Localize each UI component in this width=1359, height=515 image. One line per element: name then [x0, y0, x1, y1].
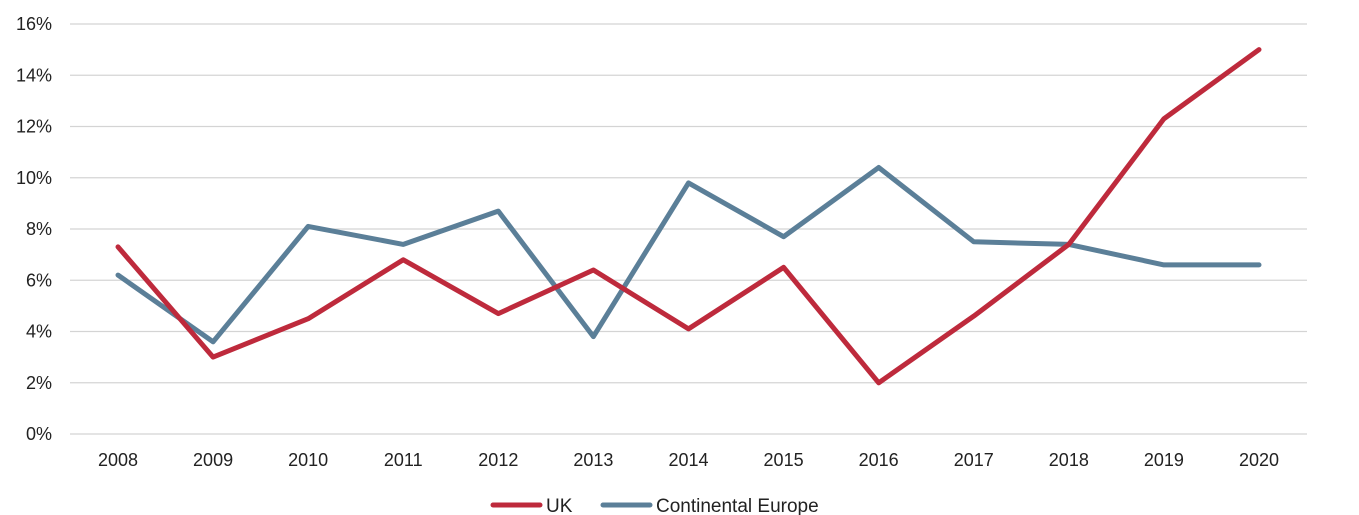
- series-line-uk: [115, 47, 1262, 386]
- x-tick-label: 2020: [1239, 450, 1279, 470]
- x-tick-label: 2008: [98, 450, 138, 470]
- x-tick-label: 2009: [193, 450, 233, 470]
- x-tick-label: 2015: [764, 450, 804, 470]
- x-tick-label: 2017: [954, 450, 994, 470]
- x-tick-label: 2011: [384, 450, 423, 470]
- y-tick-label: 16%: [16, 14, 52, 34]
- y-tick-label: 10%: [16, 168, 52, 188]
- x-tick-label: 2010: [288, 450, 328, 470]
- y-tick-label: 0%: [26, 424, 52, 444]
- y-tick-label: 2%: [26, 373, 52, 393]
- y-axis-tick-labels: 0% 2% 4% 6% 8% 10% 12% 14% 16%: [16, 14, 52, 444]
- x-tick-label: 2013: [573, 450, 613, 470]
- series-line-continental-europe: [115, 165, 1262, 345]
- series-lines: [115, 47, 1262, 386]
- x-tick-label: 2019: [1144, 450, 1184, 470]
- x-tick-label: 2016: [859, 450, 899, 470]
- x-tick-label: 2012: [478, 450, 518, 470]
- legend-label-continental-europe: Continental Europe: [656, 496, 819, 515]
- y-tick-label: 14%: [16, 65, 52, 85]
- gridlines: [70, 23, 1307, 435]
- y-tick-label: 8%: [26, 219, 52, 239]
- y-tick-label: 4%: [26, 322, 52, 342]
- x-tick-label: 2018: [1049, 450, 1089, 470]
- x-axis-tick-labels: 2008 2009 2010 2011 2012 2013 2014 2015 2016 2017…: [98, 450, 1279, 470]
- legend: UK Continental Europe: [490, 496, 819, 515]
- y-tick-label: 6%: [26, 270, 52, 290]
- legend-label-uk: UK: [546, 496, 573, 515]
- y-tick-label: 12%: [16, 117, 52, 137]
- x-tick-label: 2014: [668, 450, 708, 470]
